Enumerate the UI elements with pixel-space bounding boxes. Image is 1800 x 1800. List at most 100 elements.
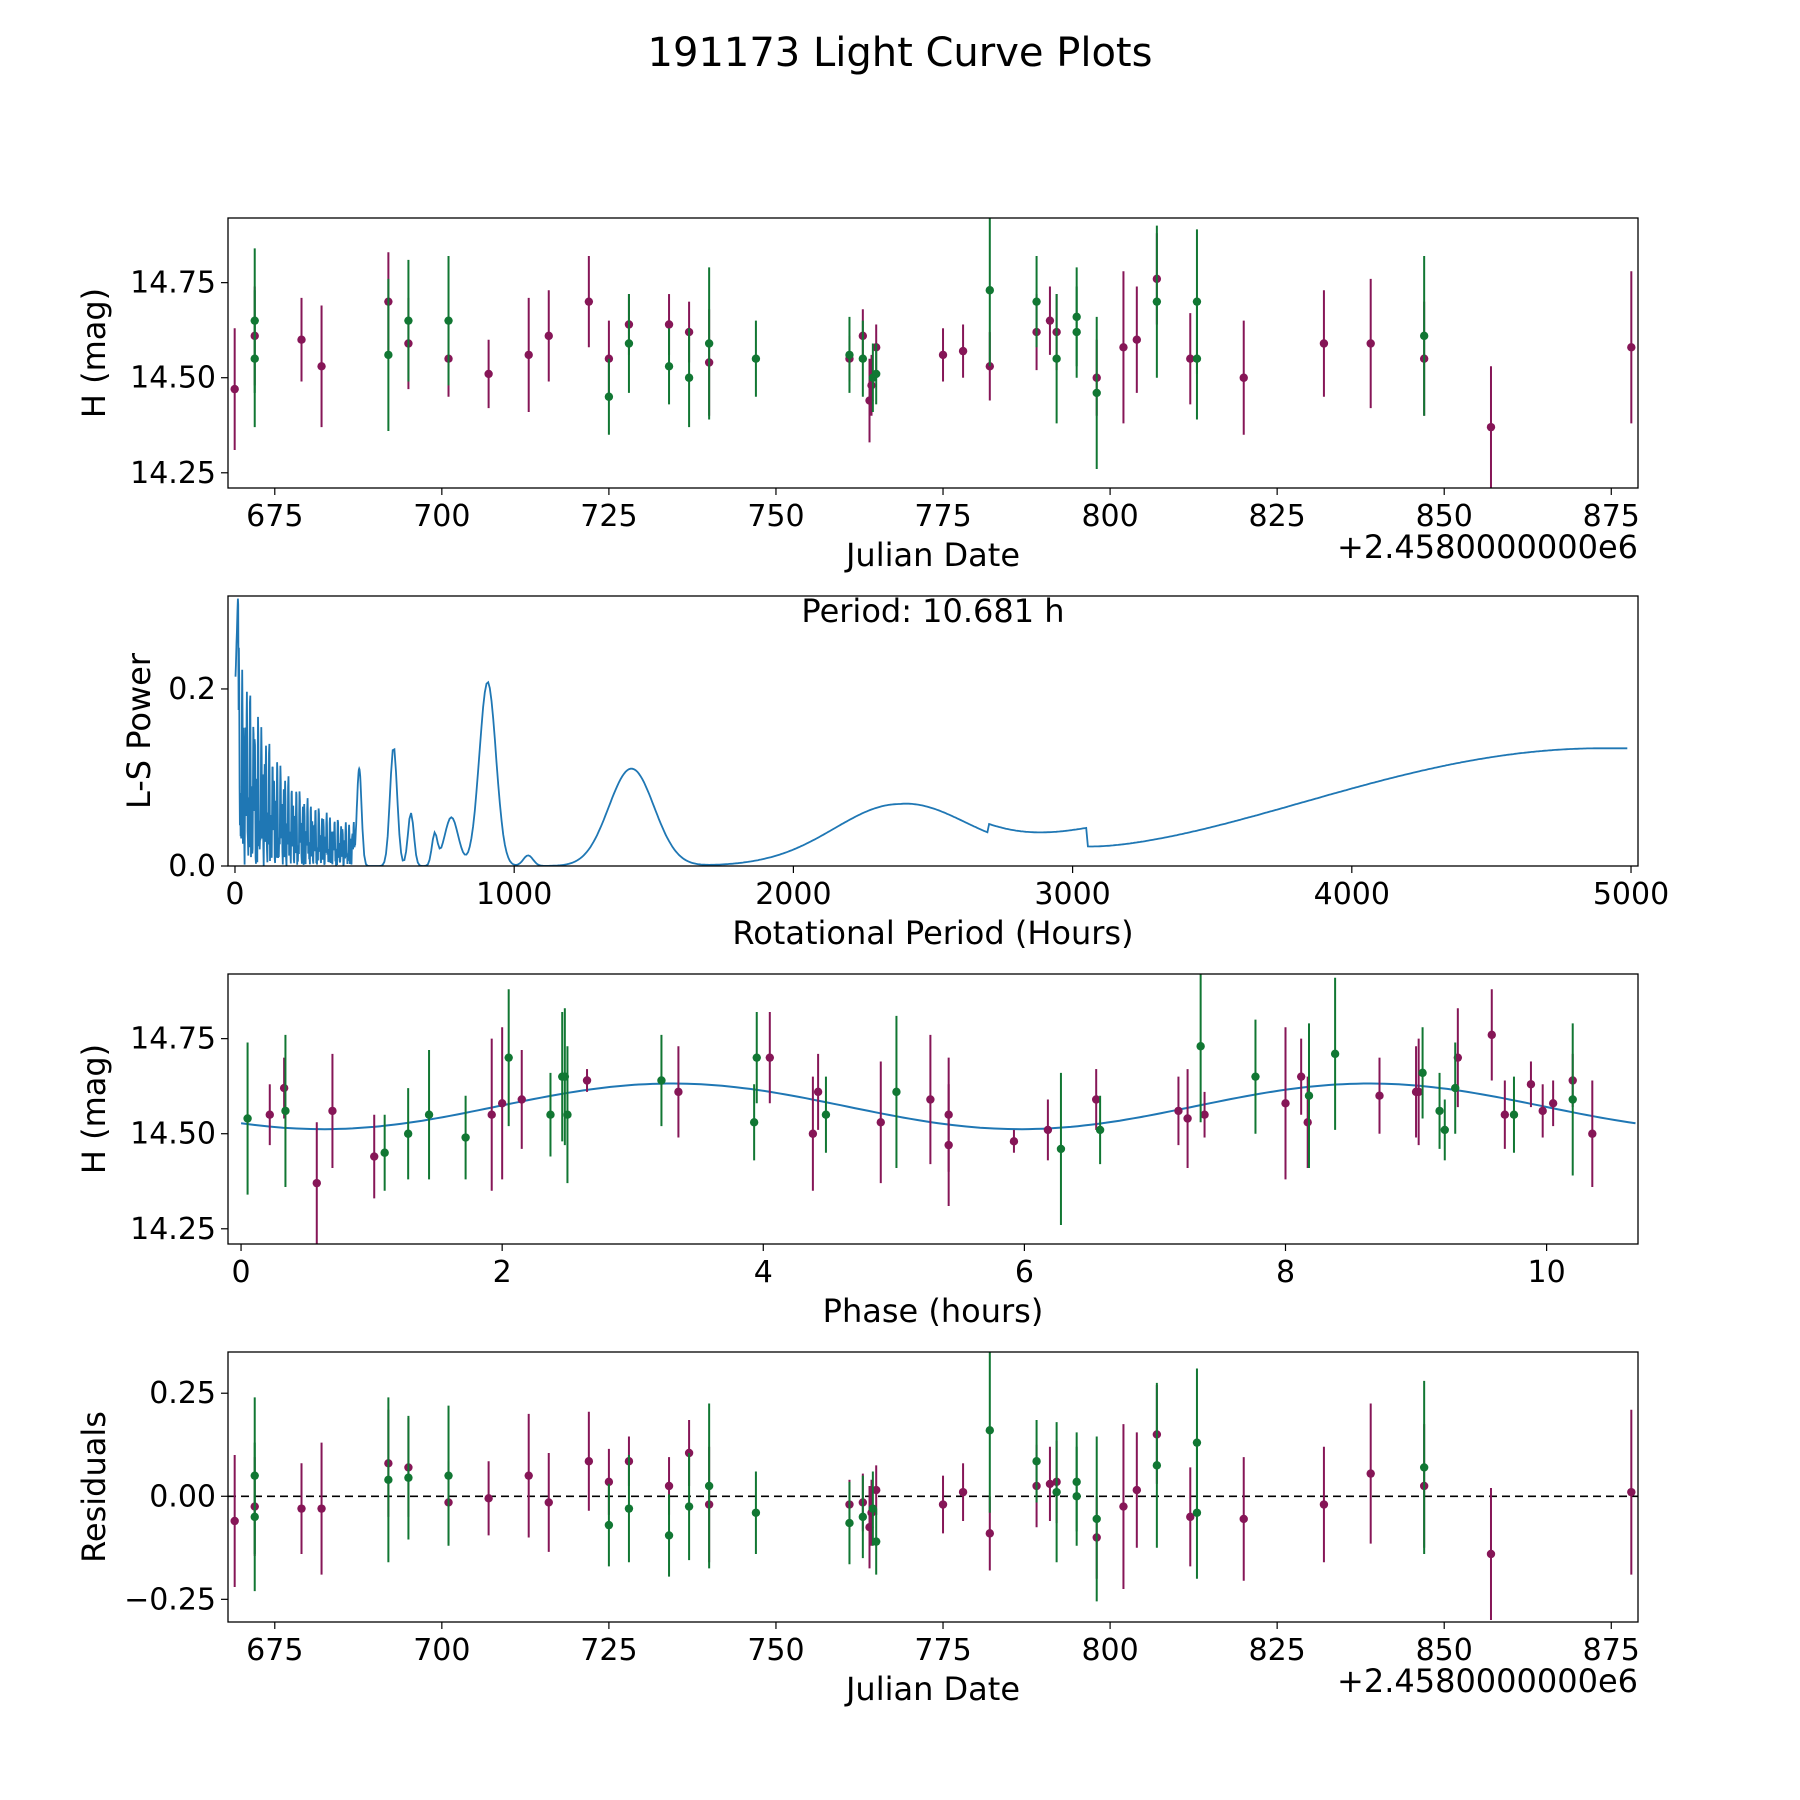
- data-point: [1119, 1502, 1128, 1511]
- x-tick-label: 5000: [1593, 877, 1669, 912]
- data-point: [497, 1099, 507, 1108]
- data-point: [749, 1118, 759, 1127]
- y-tick-label: 14.50: [130, 1117, 216, 1152]
- data-point: [821, 1110, 831, 1119]
- data-point: [404, 1473, 413, 1482]
- data-point: [1627, 343, 1636, 352]
- data-point: [1092, 1514, 1101, 1524]
- period-annotation: Period: 10.681 h: [801, 592, 1064, 630]
- y-axis-label: H (mag): [75, 1044, 113, 1174]
- data-point: [230, 384, 239, 394]
- data-point: [1239, 1514, 1248, 1524]
- data-point: [404, 316, 413, 325]
- x-tick-label: 750: [747, 1633, 804, 1668]
- data-point: [926, 1095, 935, 1104]
- x-axis-label: Julian Date: [844, 1670, 1020, 1708]
- data-point: [1330, 1049, 1340, 1059]
- data-point: [1072, 327, 1081, 337]
- data-point: [751, 354, 761, 363]
- y-tick-label: 0.25: [149, 1376, 216, 1411]
- data-point: [230, 1516, 239, 1526]
- y-tick-label: 0.2: [168, 672, 216, 707]
- x-tick-label: 8: [1276, 1255, 1295, 1290]
- data-point: [938, 1500, 948, 1509]
- data-point: [892, 1087, 901, 1097]
- x-tick-label: 4000: [1314, 877, 1390, 912]
- data-layer: [230, 218, 1636, 488]
- data-point: [1419, 331, 1429, 341]
- y-tick-label: 0.00: [149, 1479, 216, 1514]
- data-point: [265, 1110, 274, 1119]
- data-point: [1414, 1087, 1423, 1097]
- data-point: [751, 1508, 761, 1517]
- plot-frame: [227, 595, 1639, 867]
- data-point: [1056, 1144, 1066, 1154]
- data-point: [1487, 1030, 1496, 1040]
- data-point: [664, 1531, 674, 1540]
- data-point: [1152, 1461, 1162, 1470]
- data-point: [1091, 1095, 1101, 1104]
- data-point: [328, 1106, 337, 1116]
- data-point: [876, 1118, 885, 1127]
- x-tick-label: 850: [1416, 499, 1473, 534]
- data-point: [604, 1520, 614, 1530]
- data-point: [1186, 1512, 1195, 1522]
- data-point: [845, 1518, 854, 1528]
- figure-title: 191173 Light Curve Plots: [648, 30, 1153, 76]
- data-point: [1009, 1137, 1019, 1146]
- y-axis-label: H (mag): [75, 288, 113, 418]
- data-point: [1548, 1099, 1558, 1108]
- data-point: [871, 1485, 881, 1495]
- data-point: [250, 1512, 259, 1522]
- data-point: [845, 350, 854, 360]
- x-tick-label: 875: [1583, 499, 1640, 534]
- data-point: [380, 1148, 389, 1157]
- data-point: [484, 1494, 493, 1503]
- x-tick-label: 4: [754, 1255, 773, 1290]
- data-point: [704, 1481, 714, 1491]
- data-point: [624, 1504, 634, 1513]
- data-point: [317, 362, 326, 371]
- data-point: [958, 346, 968, 356]
- fit-curve: [240, 1082, 1636, 1131]
- data-point: [674, 1087, 683, 1097]
- data-point: [563, 1110, 572, 1119]
- y-tick-label: 14.25: [130, 456, 216, 491]
- data-point: [1043, 1125, 1053, 1135]
- data-point: [461, 1133, 470, 1142]
- data-point: [985, 1529, 995, 1538]
- x-tick-label: 825: [1249, 1633, 1306, 1668]
- data-point: [871, 369, 881, 379]
- data-point: [664, 320, 674, 329]
- data-point: [1418, 1068, 1427, 1078]
- data-point: [1052, 1487, 1061, 1497]
- data-point: [297, 1504, 306, 1513]
- x-tick-label: 10: [1528, 1255, 1566, 1290]
- y-tick-label: 0.0: [168, 849, 216, 884]
- data-point: [584, 1457, 594, 1466]
- data-point: [1568, 1095, 1577, 1104]
- data-point: [1152, 297, 1162, 306]
- data-point: [384, 1475, 393, 1484]
- x-offset-label: +2.4580000000e6: [1337, 528, 1638, 566]
- data-point: [1239, 373, 1248, 382]
- x-axis-label: Julian Date: [844, 536, 1020, 574]
- data-point: [1435, 1106, 1444, 1116]
- data-layer: [230, 1352, 1636, 1620]
- data-point: [1192, 1508, 1202, 1517]
- data-point: [1303, 1118, 1312, 1127]
- y-tick-label: 14.75: [130, 1022, 216, 1057]
- x-axis-label: Phase (hours): [823, 1292, 1044, 1330]
- data-point: [1132, 1485, 1142, 1495]
- x-tick-label: 725: [580, 1633, 637, 1668]
- x-tick-label: 725: [580, 499, 637, 534]
- x-tick-label: 1000: [476, 877, 552, 912]
- y-tick-label: 14.75: [130, 266, 216, 301]
- x-offset-label: +2.4580000000e6: [1337, 1662, 1638, 1700]
- data-point: [424, 1110, 434, 1119]
- data-point: [604, 392, 614, 401]
- data-point: [1192, 354, 1202, 363]
- x-tick-label: 825: [1249, 499, 1306, 534]
- data-point: [868, 1504, 878, 1513]
- periodogram-line: [234, 598, 1628, 866]
